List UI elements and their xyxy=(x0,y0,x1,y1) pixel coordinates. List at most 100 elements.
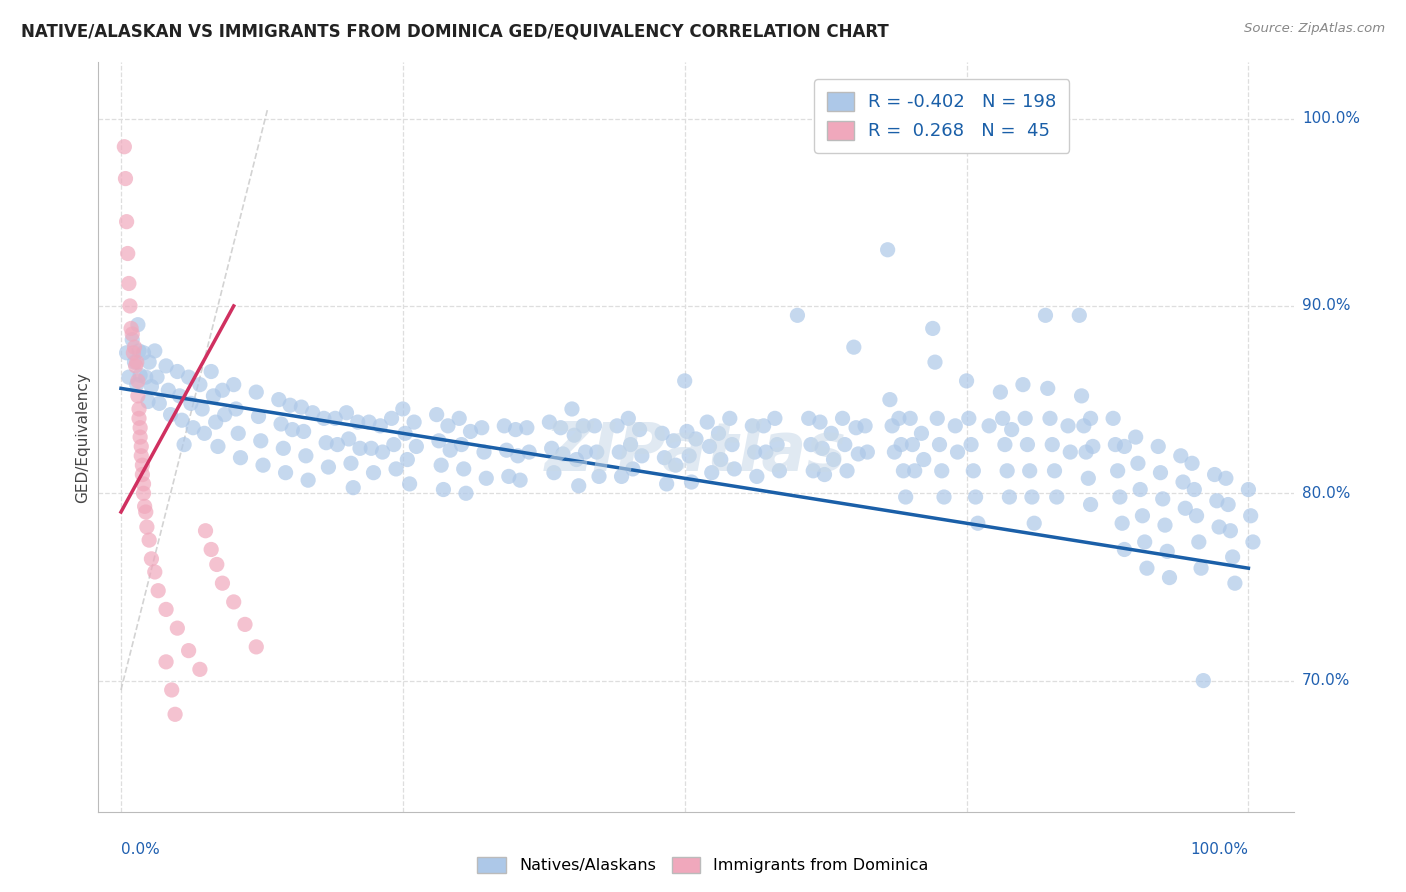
Point xyxy=(125,377,148,392)
Point xyxy=(835,464,858,478)
Point xyxy=(118,370,141,384)
Point xyxy=(1159,571,1181,585)
Point xyxy=(453,462,475,476)
Point xyxy=(166,365,188,379)
Point xyxy=(879,392,901,407)
Point xyxy=(115,215,138,229)
Point xyxy=(928,437,950,451)
Point xyxy=(249,434,271,448)
Point xyxy=(278,398,301,412)
Point xyxy=(136,394,159,409)
Point xyxy=(1215,471,1237,485)
Point xyxy=(745,469,768,483)
Point xyxy=(574,445,596,459)
Point xyxy=(166,621,188,635)
Point xyxy=(1223,576,1246,591)
Point xyxy=(132,346,155,360)
Text: Source: ZipAtlas.com: Source: ZipAtlas.com xyxy=(1244,22,1385,36)
Point xyxy=(427,434,450,448)
Point xyxy=(173,437,195,451)
Point xyxy=(1046,490,1069,504)
Point xyxy=(1154,518,1177,533)
Point xyxy=(607,445,630,459)
Point xyxy=(138,355,160,369)
Point xyxy=(673,374,696,388)
Point xyxy=(128,411,150,425)
Point xyxy=(588,469,610,483)
Point xyxy=(155,655,177,669)
Point xyxy=(371,445,394,459)
Point xyxy=(966,516,988,531)
Point xyxy=(128,343,150,358)
Point xyxy=(122,346,145,360)
Point xyxy=(200,365,222,379)
Point xyxy=(710,452,733,467)
Point xyxy=(797,411,820,425)
Point xyxy=(883,445,905,459)
Point xyxy=(960,437,983,451)
Point xyxy=(820,426,842,441)
Point xyxy=(134,500,156,514)
Point xyxy=(876,243,898,257)
Point xyxy=(723,462,745,476)
Point xyxy=(247,409,270,424)
Point xyxy=(118,299,141,313)
Point xyxy=(318,460,340,475)
Point xyxy=(990,385,1012,400)
Point xyxy=(430,458,453,473)
Point xyxy=(120,321,142,335)
Point xyxy=(114,171,136,186)
Point xyxy=(405,440,427,454)
Point xyxy=(621,462,644,476)
Point xyxy=(1189,561,1212,575)
Point xyxy=(129,368,152,383)
Point xyxy=(498,469,520,483)
Point xyxy=(543,466,565,480)
Point xyxy=(194,524,217,538)
Point xyxy=(326,437,349,451)
Point xyxy=(148,396,170,410)
Point xyxy=(363,466,385,480)
Point xyxy=(124,340,146,354)
Point xyxy=(1208,520,1230,534)
Point xyxy=(943,418,966,433)
Point xyxy=(998,490,1021,504)
Point xyxy=(651,426,673,441)
Point xyxy=(921,321,943,335)
Point xyxy=(394,426,416,441)
Point xyxy=(301,406,323,420)
Point xyxy=(155,359,177,373)
Point xyxy=(274,466,297,480)
Point xyxy=(910,426,932,441)
Point xyxy=(786,308,808,322)
Point xyxy=(188,377,211,392)
Point xyxy=(1035,308,1057,322)
Point xyxy=(676,425,699,439)
Point xyxy=(752,418,775,433)
Point xyxy=(856,445,879,459)
Point xyxy=(180,396,202,410)
Point xyxy=(619,437,641,451)
Point xyxy=(890,437,912,451)
Point xyxy=(202,389,225,403)
Point xyxy=(340,456,363,470)
Point xyxy=(1240,508,1263,523)
Point xyxy=(842,340,865,354)
Point xyxy=(177,370,200,384)
Point xyxy=(946,445,969,459)
Point xyxy=(617,411,640,425)
Point xyxy=(121,327,143,342)
Point xyxy=(718,411,741,425)
Point xyxy=(538,415,561,429)
Point xyxy=(368,418,391,433)
Point xyxy=(200,542,222,557)
Point xyxy=(834,437,856,451)
Point xyxy=(1216,498,1239,512)
Point xyxy=(763,411,786,425)
Point xyxy=(1174,501,1197,516)
Point xyxy=(127,374,149,388)
Point xyxy=(382,437,405,451)
Point xyxy=(292,425,315,439)
Point xyxy=(118,277,141,291)
Point xyxy=(912,452,935,467)
